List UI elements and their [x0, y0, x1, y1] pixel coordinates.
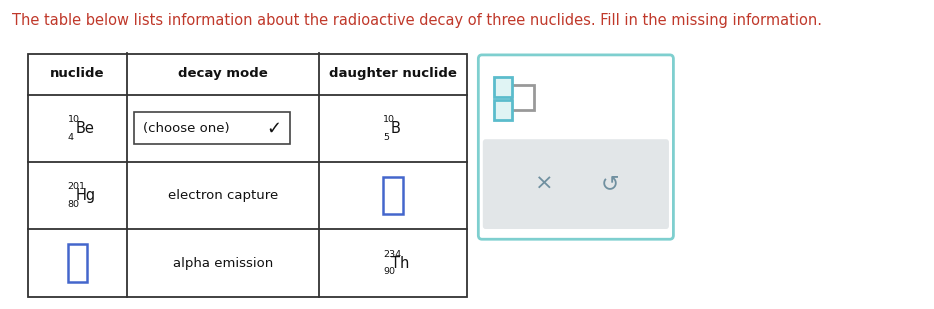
- Bar: [67, 244, 87, 282]
- Text: 201: 201: [67, 182, 86, 191]
- Text: 90: 90: [383, 267, 395, 277]
- Bar: [511, 85, 534, 110]
- FancyBboxPatch shape: [483, 139, 669, 229]
- Text: ↺: ↺: [601, 174, 619, 194]
- Text: B: B: [391, 121, 401, 136]
- FancyBboxPatch shape: [478, 55, 673, 239]
- Text: ✓: ✓: [267, 119, 282, 137]
- Bar: [134, 112, 290, 144]
- Text: decay mode: decay mode: [178, 67, 268, 80]
- Text: 234: 234: [383, 250, 402, 259]
- Text: electron capture: electron capture: [168, 189, 278, 202]
- Text: Th: Th: [391, 256, 409, 270]
- Bar: [494, 77, 513, 96]
- Text: Hg: Hg: [76, 188, 96, 203]
- Text: 10: 10: [67, 115, 79, 124]
- Bar: [494, 100, 513, 120]
- Text: alpha emission: alpha emission: [173, 256, 273, 269]
- Text: nuclide: nuclide: [50, 67, 105, 80]
- Text: The table below lists information about the radioactive decay of three nuclides.: The table below lists information about …: [12, 13, 822, 28]
- Text: 10: 10: [383, 115, 395, 124]
- Text: 80: 80: [67, 200, 79, 209]
- Text: daughter nuclide: daughter nuclide: [329, 67, 457, 80]
- Text: (choose one): (choose one): [143, 122, 230, 135]
- Text: 4: 4: [67, 133, 74, 142]
- Bar: [383, 177, 403, 214]
- Bar: [28, 54, 467, 297]
- Text: 5: 5: [383, 133, 389, 142]
- Text: Be: Be: [76, 121, 94, 136]
- Text: ×: ×: [534, 174, 553, 194]
